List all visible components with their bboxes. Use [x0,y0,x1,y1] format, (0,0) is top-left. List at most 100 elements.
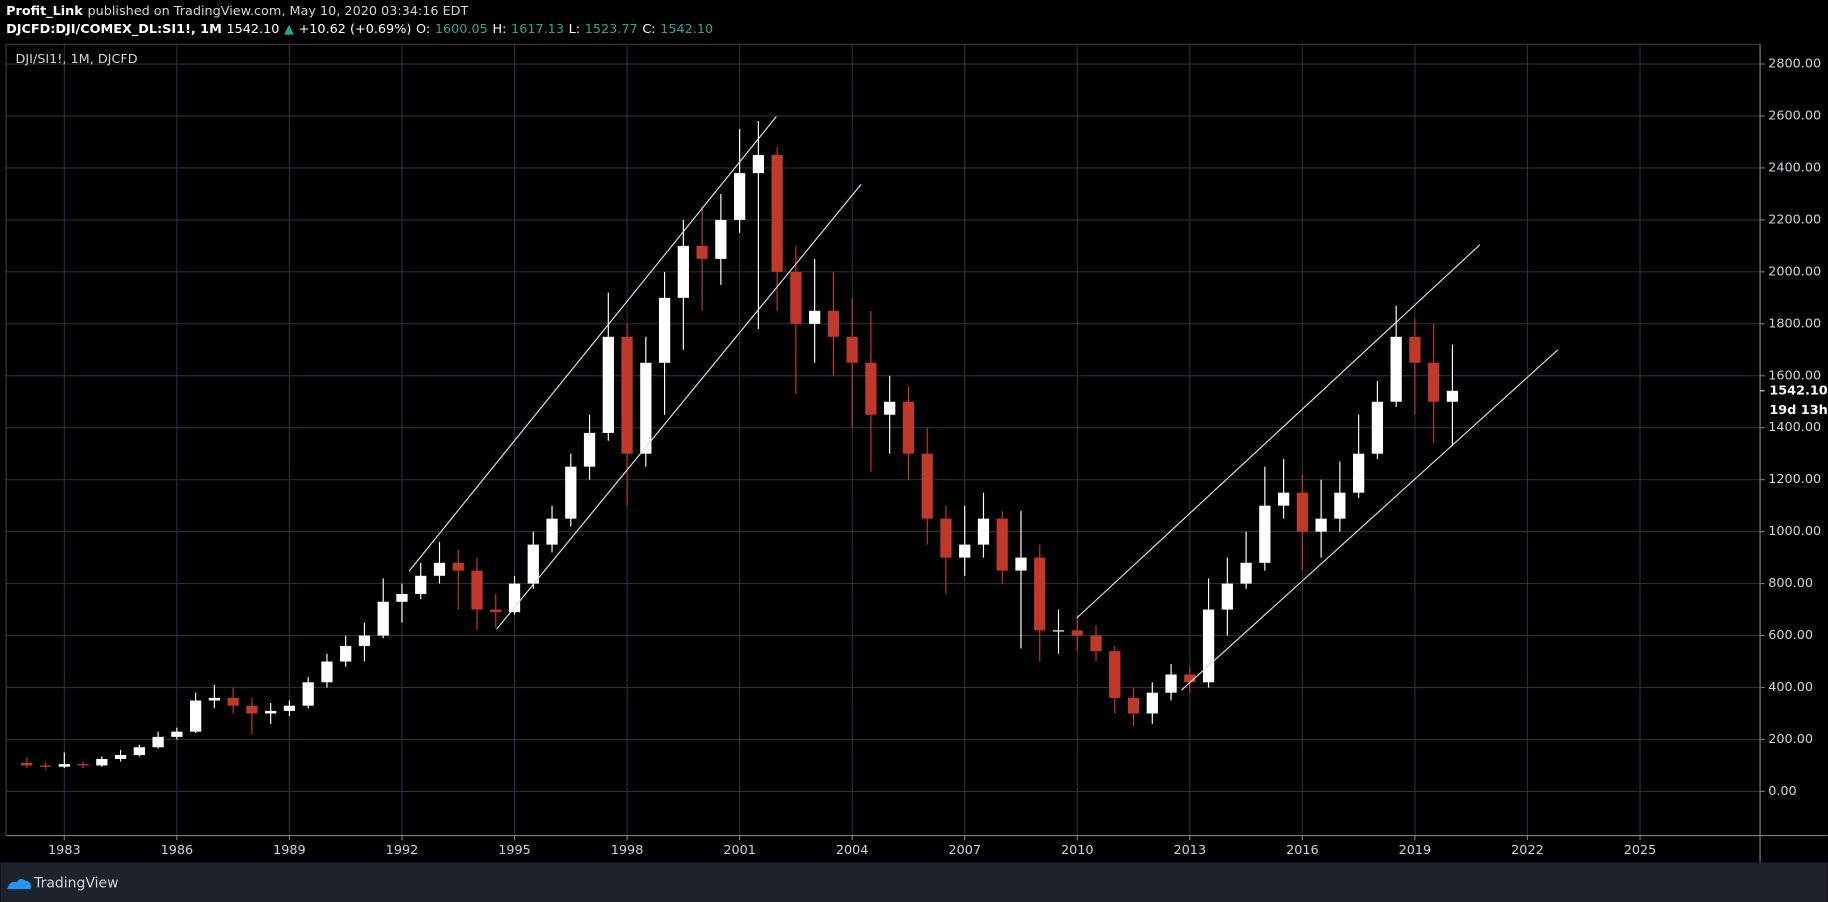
y-tick-label: 1800.00 [1768,316,1821,331]
candle-body [452,562,464,571]
candle-body [658,297,671,363]
header-segment: 1542.10 [226,22,279,37]
candle-body [283,705,296,711]
candle-body [96,758,108,766]
candle-body [396,593,408,602]
candle-body [715,219,727,259]
trend-line [1181,349,1559,691]
x-tick-label: 1989 [273,843,306,858]
x-tick-label: 2022 [1511,843,1544,858]
x-tick-label: 1995 [498,843,531,858]
header-segment: H: [492,22,506,37]
header-segment: DJCFD:DJI/COMEX_DL:SI1!, 1M [6,22,222,37]
footer-bar [0,862,1828,902]
candle-body [508,583,521,613]
candle-body [1146,692,1158,714]
candle-body [583,432,596,467]
candle-body [1221,583,1233,610]
candle-body [996,518,1008,571]
candle-body [884,401,896,415]
candle-body [1240,562,1252,584]
x-tick-label: 1986 [161,843,194,858]
candle-body [940,518,952,558]
y-tick-label: 1600.00 [1768,368,1821,383]
header-segment: +10.62 (+0.69%) [299,22,412,37]
candle-body [1446,390,1459,402]
x-tick-label: 2013 [1174,843,1207,858]
last-price-label: 1542.10 [1769,383,1827,398]
candle-body [621,336,633,454]
y-tick-label: 400.00 [1768,680,1813,695]
y-tick-label: 1000.00 [1768,524,1821,539]
candle-body [415,575,427,594]
candle-body [546,518,558,545]
candle-body [771,154,783,272]
candle-body [1428,362,1440,402]
countdown: 19d 13h [1769,403,1827,418]
candle-body [433,562,446,576]
candle-body [490,609,502,613]
candle-body [527,544,539,584]
header-segment: 1617.13 [511,22,564,37]
candle-body [1109,651,1121,698]
candle-body [790,271,802,324]
candle-body [21,762,33,766]
y-tick-label: 600.00 [1768,628,1813,643]
candle-body [696,245,708,259]
x-tick-label: 1998 [611,843,644,858]
trend-line [408,116,777,572]
trend-line [496,183,862,630]
y-tick-label: 200.00 [1768,732,1813,747]
y-tick-label: 2000.00 [1768,264,1821,279]
candle-body [1315,518,1327,532]
x-tick-label: 2025 [1624,843,1657,858]
candle-body [302,682,314,706]
x-tick-label: 2007 [948,843,981,858]
candle-body [340,645,352,662]
x-tick-label: 2019 [1399,843,1432,858]
candle-body [921,453,933,519]
brand: TradingView [33,875,118,891]
x-tick-label: 1992 [386,843,419,858]
header-segment: 1523.77 [585,22,638,37]
x-tick-label: 2004 [836,843,869,858]
candle-body [677,245,689,298]
y-tick-label: 2400.00 [1768,160,1821,175]
candle-body [865,362,877,415]
header-segment: 1600.05 [435,22,488,37]
candle-body [246,705,258,714]
candle-body [377,601,389,636]
x-tick-label: 1983 [48,843,81,858]
candle-body [1371,401,1384,454]
brand-logo [7,878,31,890]
candle-body [114,755,127,759]
header-segment: ▲ [284,22,294,37]
candle-body [809,310,821,324]
x-tick-label: 2001 [723,843,756,858]
candle-body [565,466,577,519]
candle-body [1165,674,1177,693]
candle-body [1353,453,1365,493]
candle-body [977,518,990,545]
symbol-header: DJCFD:DJI/COMEX_DL:SI1!, 1M 1542.10 ▲ +10.6… [6,22,713,37]
candle-body [1409,336,1421,363]
header-segment: C: [642,22,655,37]
candle-body [1090,635,1102,652]
y-tick-label: 2200.00 [1768,212,1821,227]
candle-body [227,697,239,706]
header-segment: L: [569,22,580,37]
plot [21,116,1559,770]
y-tick-label: 800.00 [1768,576,1813,591]
candle-body [133,747,145,756]
candle-body [39,765,52,767]
candle-body [1202,609,1215,683]
trend-line [1076,244,1481,619]
y-tick-label: 1400.00 [1768,420,1821,435]
candle-body [1052,630,1065,632]
candle-body [208,697,221,701]
candle-body [1127,697,1140,714]
candle-body [1390,336,1402,402]
candle-body [1334,492,1346,519]
y-tick-label: 2600.00 [1768,108,1821,123]
